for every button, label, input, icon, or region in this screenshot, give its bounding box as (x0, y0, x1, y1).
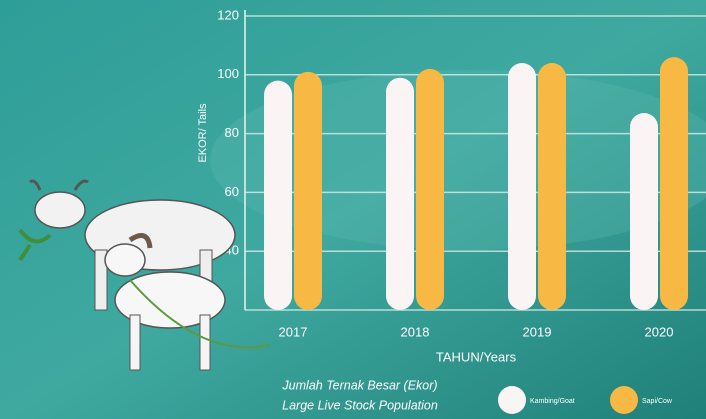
y-axis-label: EKOR/ Tails (197, 103, 209, 163)
x-tick-label: 2019 (523, 324, 552, 339)
x-tick-label: 2017 (279, 324, 308, 339)
bar (660, 57, 688, 310)
legend-swatch (610, 386, 638, 414)
legend-swatch (498, 386, 526, 414)
caption: Jumlah Ternak Besar (Ekor) (281, 378, 437, 392)
bar (538, 63, 566, 310)
y-tick-label: 100 (217, 66, 239, 81)
bar (416, 68, 444, 310)
y-tick-label: 60 (225, 184, 239, 199)
bar (508, 63, 536, 310)
y-tick-label: 120 (217, 7, 239, 22)
bar (386, 77, 414, 311)
bar (630, 113, 658, 311)
x-tick-label: 2020 (645, 324, 674, 339)
caption: Large Live Stock Population (282, 398, 438, 412)
bar (294, 71, 322, 310)
bar (264, 80, 292, 311)
y-tick-label: 80 (225, 125, 239, 140)
legend-label: Kambing/Goat (530, 398, 575, 405)
x-tick-label: 2018 (401, 324, 430, 339)
background-shape (210, 70, 706, 250)
illustration (18, 179, 271, 371)
x-axis-label: TAHUN/Years (436, 349, 517, 364)
legend-label: Sapi/Cow (642, 398, 673, 405)
